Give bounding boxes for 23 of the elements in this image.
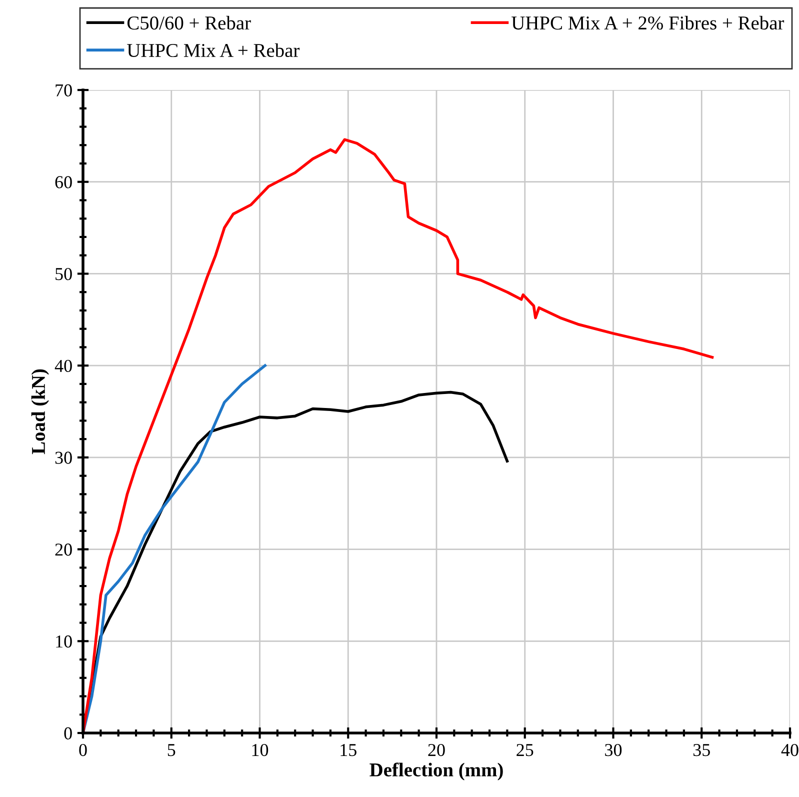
x-tick-label: 25 <box>516 744 534 756</box>
x-axis-title: Deflection (mm) <box>370 762 503 780</box>
y-tick-label: 30 <box>55 452 72 464</box>
y-tick-label: 10 <box>56 635 72 648</box>
line-series <box>83 364 266 733</box>
x-tick-label: 40 <box>781 744 798 756</box>
x-tick-label: 20 <box>428 744 445 756</box>
y-tick-label: 0 <box>64 727 72 740</box>
x-tick-label: 10 <box>252 744 268 756</box>
x-tick-label: 5 <box>168 744 176 756</box>
y-tick-label: 50 <box>56 268 72 280</box>
legend-label: UHPC Mix A + 2% Fibres + Rebar <box>512 16 784 30</box>
y-tick-label: 20 <box>55 544 72 556</box>
y-tick-label: 70 <box>56 84 72 96</box>
x-tick-label: 15 <box>340 744 356 756</box>
y-tick-label: 40 <box>54 360 72 372</box>
x-tick-label: 0 <box>79 744 87 756</box>
y-tick-label: 60 <box>55 176 72 188</box>
x-tick-label: 30 <box>605 744 622 756</box>
legend-label: C50/60 + Rebar <box>127 16 251 30</box>
y-axis-title: Load (kN) <box>31 369 49 454</box>
x-tick-label: 35 <box>693 744 710 756</box>
legend-label: UHPC Mix A + Rebar <box>127 43 300 58</box>
